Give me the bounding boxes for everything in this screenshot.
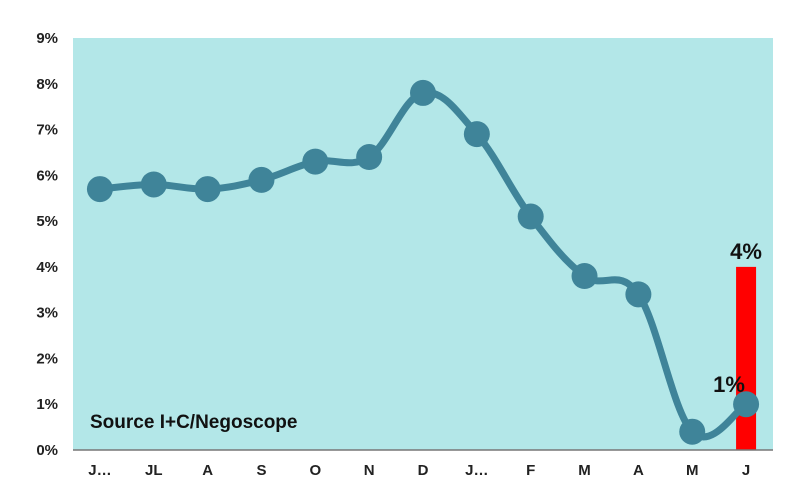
y-tick-label: 4% xyxy=(36,259,58,276)
data-point xyxy=(410,79,436,106)
x-tick-label: J xyxy=(742,462,750,479)
y-tick-label: 6% xyxy=(36,167,58,184)
y-tick-label: 7% xyxy=(36,122,58,139)
y-tick-label: 5% xyxy=(36,213,58,230)
data-label: 1% xyxy=(713,372,745,397)
y-tick-label: 3% xyxy=(36,305,58,322)
x-tick-label: O xyxy=(309,462,321,479)
y-tick-label: 9% xyxy=(36,30,58,47)
source-annotation: Source I+C/Negoscope xyxy=(90,412,297,433)
data-point xyxy=(679,418,706,445)
data-point xyxy=(733,391,760,418)
data-point xyxy=(248,166,275,193)
data-point xyxy=(194,176,221,203)
x-tick-label: F xyxy=(526,462,535,479)
y-tick-label: 1% xyxy=(36,396,58,413)
x-tick-label: J… xyxy=(88,462,111,479)
x-tick-label: M xyxy=(686,462,699,479)
data-point xyxy=(625,281,652,308)
x-tick-label: JL xyxy=(145,462,163,479)
x-tick-label: N xyxy=(364,462,375,479)
data-point xyxy=(86,176,113,203)
x-tick-label: S xyxy=(256,462,266,479)
y-tick-label: 0% xyxy=(36,442,58,459)
data-point xyxy=(140,171,167,198)
data-point xyxy=(517,203,544,230)
x-tick-label: J… xyxy=(465,462,488,479)
x-tick-label: M xyxy=(578,462,591,479)
data-point xyxy=(302,148,329,175)
y-tick-label: 2% xyxy=(36,350,58,367)
x-tick-label: A xyxy=(633,462,644,479)
y-tick-label: 8% xyxy=(36,76,58,93)
data-point xyxy=(463,121,490,148)
bar xyxy=(736,266,757,450)
x-tick-label: A xyxy=(202,462,213,479)
data-label: 4% xyxy=(730,239,762,264)
data-point xyxy=(571,263,598,290)
data-point xyxy=(356,144,383,171)
plot-area xyxy=(73,38,773,450)
x-tick-label: D xyxy=(418,462,429,479)
